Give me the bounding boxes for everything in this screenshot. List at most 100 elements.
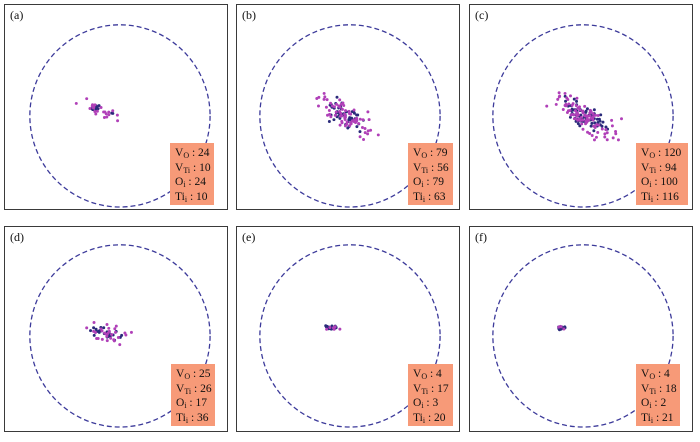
- defect-dot: [611, 136, 615, 140]
- defect-dot: [324, 105, 328, 109]
- defect-dot: [99, 106, 103, 109]
- defect-dot: [347, 109, 351, 113]
- defect-dot: [578, 124, 582, 128]
- defect-dot: [113, 327, 117, 331]
- defect-dot: [328, 326, 332, 329]
- ti-count-row: Tii : 116: [641, 190, 679, 204]
- defect-dot: [338, 327, 342, 331]
- panel-d: (d) VO : 25 VTi : 26 Oi : 17 Tii : 36: [4, 226, 228, 432]
- defect-dot: [333, 325, 337, 329]
- defect-dot: [580, 122, 584, 126]
- defect-dot: [90, 104, 94, 108]
- vti-count-row: VTi : 56: [413, 161, 449, 175]
- cascade-boundary-circle: [492, 24, 674, 208]
- panel-e-plot: [259, 244, 441, 428]
- defect-dot: [591, 115, 595, 119]
- defect-dot: [620, 117, 623, 121]
- vo-count-row: VO : 4: [413, 368, 442, 381]
- defect-dot: [605, 138, 609, 142]
- defect-dot: [338, 98, 342, 102]
- defect-dot: [110, 333, 114, 337]
- defect-dot: [570, 107, 574, 111]
- defect-dot: [333, 113, 337, 117]
- panel-a-plot: [29, 24, 211, 208]
- defect-cluster: [557, 324, 567, 332]
- defect-dot: [581, 111, 585, 115]
- defect-count-legend: VO : 25 VTi : 26 Oi : 17 Tii : 36: [171, 364, 215, 426]
- defect-dot: [99, 327, 103, 331]
- defect-dot: [568, 115, 572, 119]
- defect-dot: [562, 327, 566, 331]
- panel-f: (f) VO : 4 VTi : 18 Oi : 2 Tii : 21: [469, 226, 693, 432]
- defect-dot: [94, 327, 98, 331]
- defect-dot: [363, 127, 367, 130]
- defect-dot: [581, 127, 585, 131]
- defect-dot: [105, 323, 109, 327]
- panel-d-plot: [29, 244, 211, 428]
- defect-count-legend: VO : 24 VTi : 10 Oi : 24 Tii : 10: [170, 143, 214, 205]
- defect-dot: [107, 110, 111, 114]
- defect-count-legend: VO : 4 VTi : 18 Oi : 2 Tii : 21: [636, 364, 680, 426]
- defect-dot: [598, 119, 602, 123]
- defect-dot: [572, 97, 576, 101]
- defect-dot: [357, 122, 361, 126]
- defect-dot: [366, 110, 370, 114]
- defect-dot: [355, 125, 359, 129]
- defect-dot: [95, 109, 99, 113]
- defect-dot: [578, 108, 582, 112]
- o-count-row: Oi : 3: [413, 397, 439, 411]
- defect-dot: [600, 127, 604, 131]
- defect-dot: [85, 326, 89, 330]
- defect-dot: [570, 103, 574, 107]
- defect-dot: [97, 104, 101, 108]
- defect-dot: [596, 130, 600, 134]
- defect-count-legend: VO : 4 VTi : 17 Oi : 3 Tii : 20: [408, 364, 453, 426]
- defect-dot: [585, 107, 589, 111]
- vti-count-row: VTi : 10: [175, 161, 211, 175]
- defect-dot: [118, 343, 122, 347]
- defect-dot: [340, 121, 344, 125]
- o-count-row: Oi : 100: [641, 176, 678, 190]
- defect-dot: [325, 98, 329, 102]
- defect-dot: [591, 112, 595, 116]
- panel-label: (f): [475, 230, 487, 244]
- defect-dot: [594, 113, 598, 117]
- defect-dot: [341, 101, 345, 105]
- defect-dot: [574, 104, 578, 108]
- defect-dot: [330, 104, 334, 108]
- defect-dot: [116, 119, 120, 123]
- vo-count-row: VO : 24: [175, 147, 210, 160]
- ti-count-row: Tii : 21: [641, 411, 674, 425]
- defect-dot: [343, 115, 347, 119]
- defect-dot: [350, 116, 354, 120]
- defect-dot: [92, 333, 96, 337]
- defect-dot: [597, 123, 601, 127]
- defect-dot: [585, 116, 589, 120]
- panel-b: (b) VO : 79 VTi : 56 Oi : 79 Tii : 63: [236, 4, 460, 210]
- defect-dot: [324, 324, 328, 328]
- defect-dot: [616, 138, 620, 142]
- cascade-boundary-circle: [29, 244, 211, 428]
- defect-dot: [584, 114, 588, 118]
- defect-dot: [358, 117, 362, 121]
- defect-dot: [584, 122, 588, 126]
- vti-count-row: VTi : 94: [641, 161, 677, 175]
- defect-dot: [590, 134, 594, 138]
- defect-dot: [603, 132, 607, 136]
- panel-label: (a): [10, 8, 24, 22]
- defect-dot: [114, 330, 117, 334]
- defect-dot: [95, 337, 99, 340]
- defect-dot: [74, 101, 78, 105]
- defect-dot: [349, 121, 353, 125]
- defect-dot: [111, 109, 115, 113]
- defect-dot: [102, 116, 106, 119]
- defect-dot: [603, 135, 607, 139]
- defect-dot: [569, 94, 572, 98]
- defect-dot: [563, 91, 567, 95]
- panel-label: (e): [242, 230, 256, 244]
- vti-count-row: VTi : 17: [413, 382, 449, 396]
- defect-dot: [589, 124, 593, 128]
- defect-dot: [367, 118, 371, 122]
- defect-dot: [584, 109, 588, 113]
- panel-e: (e) VO : 4 VTi : 17 Oi : 3 Tii : 20: [236, 226, 460, 432]
